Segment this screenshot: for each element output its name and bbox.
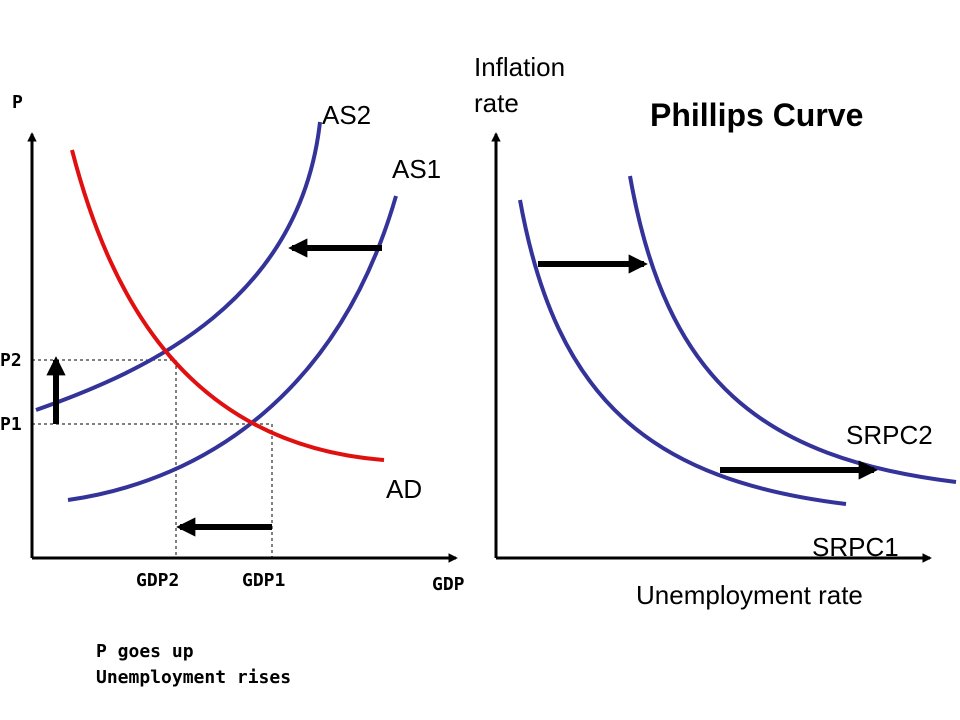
caption-line-1: P goes up [96,641,194,662]
p1-tick-label: P1 [0,414,22,435]
srpc2-label: SRPC2 [846,420,933,450]
ad-curve [70,149,385,462]
as2-label: AS2 [322,100,371,130]
as1-curve [67,195,398,502]
inflation-rate-label-line-2: rate [474,88,519,118]
srpc1-label: SRPC1 [812,532,899,562]
caption-line-2: Unemployment rises [96,667,291,688]
gdp2-tick-label: GDP2 [136,570,179,591]
phillips-curve-diagram: Inflation rate Phillips Curve SRPC2 SRPC… [474,52,957,610]
phillips-curve-title: Phillips Curve [650,97,863,133]
inflation-rate-label-line-1: Inflation [474,52,565,82]
gdp1-tick-label: GDP1 [242,570,285,591]
p2-tick-label: P2 [0,350,22,371]
as1-label: AS1 [392,154,441,184]
p-axis-label: P [12,92,23,113]
srpc2-curve [628,175,957,484]
as2-curve [35,121,322,412]
as-ad-diagram: P GDP AS2 AS1 AD P2 P1 GDP2 GDP1 P goes … [0,92,465,688]
ad-label: AD [386,474,422,504]
unemployment-rate-label: Unemployment rate [636,580,863,610]
srpc1-curve [518,199,847,506]
gdp-axis-label: GDP [432,574,465,595]
